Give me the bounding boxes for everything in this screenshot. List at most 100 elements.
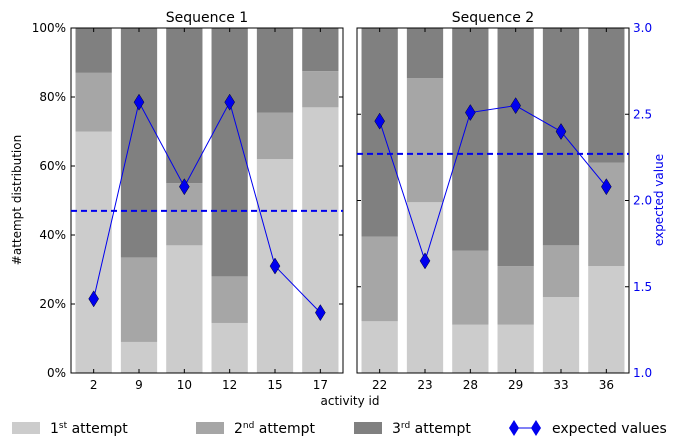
- y-tick-label-left: 20%: [39, 297, 66, 311]
- panel-2-plot: 22 23 28 29 33 36 1.0 1.5 2.0 2.5 3.0: [356, 21, 652, 392]
- bar-segment-attempt1: [406, 202, 444, 373]
- expected-values-line: [379, 105, 607, 263]
- y-axis-label-left: #attempt distribution: [10, 135, 24, 265]
- panel-1-plot: 2 9 10 12 15 17 0% 20% 40% 60% 80% 100%: [32, 21, 344, 392]
- bar-segment-attempt1: [361, 321, 398, 373]
- x-axis-label: activity id: [321, 394, 380, 408]
- legend-label-base: 1: [50, 421, 59, 437]
- legend-label: 1st attempt: [50, 421, 128, 437]
- bar-segment-attempt2: [497, 266, 534, 325]
- bar-segment-attempt1: [166, 245, 203, 373]
- x-tick-label: 28: [463, 378, 478, 392]
- expected-value-marker: [179, 178, 190, 196]
- bar-segment-attempt3: [211, 28, 248, 277]
- bar-segment-attempt3: [75, 28, 112, 73]
- bar-segment-attempt3: [452, 28, 489, 251]
- legend-label: 2nd attempt: [234, 421, 315, 437]
- bar-segment-attempt3: [120, 28, 158, 258]
- expected-value-marker: [315, 304, 326, 322]
- legend-marker-expected: [509, 420, 519, 436]
- x-tick-label: 33: [553, 378, 568, 392]
- legend-label-sup: st: [59, 421, 68, 431]
- bar-segment-attempt1: [497, 324, 534, 373]
- legend-label-sup: nd: [243, 421, 254, 431]
- expected-value-marker: [465, 104, 476, 121]
- y-tick-label-left: 100%: [32, 21, 66, 35]
- legend-label-base: 2: [234, 421, 243, 437]
- legend-item-1: 1st attempt: [12, 421, 128, 437]
- x-tick-label: 15: [267, 378, 282, 392]
- legend-item-3: 3rd attempt: [354, 421, 471, 437]
- bar-segment-attempt1: [542, 297, 580, 373]
- x-tick-label: 10: [177, 378, 192, 392]
- y-tick-label-left: 0%: [47, 366, 66, 380]
- expected-values-line: [93, 100, 321, 313]
- expected-value-marker: [88, 290, 99, 308]
- x-tick-label: 22: [372, 378, 387, 392]
- bar-segment-attempt3: [497, 28, 534, 267]
- bar-segment-attempt3: [361, 28, 398, 237]
- y-axis-label-right: expected value: [652, 154, 666, 246]
- bar-segment-attempt1: [211, 322, 248, 373]
- legend-swatch-attempt2: [196, 422, 224, 434]
- bar-segment-attempt1: [120, 341, 158, 373]
- panel-sequence-2: Sequence 2: [452, 10, 534, 26]
- y-tick-label-right: 1.5: [633, 280, 652, 294]
- bar-segment-attempt2: [588, 162, 625, 267]
- legend-marker-expected: [531, 420, 541, 436]
- y-tick-label-right: 1.0: [633, 366, 652, 380]
- panel-title-sequence-1: Sequence 1: [166, 10, 248, 26]
- expected-value-marker: [555, 123, 567, 140]
- bar-segment-attempt3: [302, 28, 339, 72]
- bar-segment-attempt3: [256, 28, 294, 113]
- x-tick-label: 36: [599, 378, 614, 392]
- plot-frame: [70, 27, 344, 374]
- panel-title-sequence-2: Sequence 2: [452, 10, 534, 26]
- y-tick-label-left: 40%: [39, 228, 66, 242]
- y-tick-label-right: 3.0: [633, 21, 652, 35]
- legend-item-2: 2nd attempt: [196, 421, 315, 437]
- legend-label-rest: attempt: [254, 421, 315, 437]
- y-tick-label-left: 80%: [39, 90, 66, 104]
- legend-item-4: expected values: [509, 420, 667, 437]
- y-tick-label-right: 2.0: [633, 194, 652, 208]
- bar-segment-attempt2: [452, 250, 489, 325]
- y-tick-label-left: 60%: [39, 159, 66, 173]
- legend-label: 3rd attempt: [392, 421, 471, 437]
- bar-segment-attempt2: [542, 245, 580, 298]
- legend-label-rest: attempt: [67, 421, 128, 437]
- bar-segment-attempt2: [120, 257, 158, 342]
- bar-segment-attempt2: [302, 71, 339, 108]
- bar-segment-attempt3: [406, 28, 444, 79]
- legend-label-rest: attempt: [410, 421, 471, 437]
- x-tick-label: 17: [313, 378, 328, 392]
- expected-value-marker: [510, 97, 521, 115]
- bar-segment-attempt3: [166, 28, 203, 184]
- bar-segment-attempt2: [406, 78, 444, 203]
- bar-segment-attempt2: [75, 72, 112, 132]
- bar-segment-attempt3: [588, 28, 625, 163]
- x-tick-label: 2: [90, 378, 98, 392]
- bar-segment-attempt1: [452, 324, 489, 373]
- expected-value-marker: [374, 112, 385, 130]
- expected-value-marker: [419, 252, 431, 270]
- bar-segment-attempt2: [361, 236, 398, 322]
- y-tick-label-right: 2.5: [633, 107, 652, 121]
- plot-layer: 2 9 10 12 15 170%20%40%60%80%100%22 23 28 29 33 36…: [32, 21, 652, 392]
- bar-segment-attempt1: [302, 107, 339, 373]
- x-tick-label: 12: [222, 378, 237, 392]
- legend-label-base: 3: [392, 421, 401, 437]
- legend-label-base: expected values: [552, 421, 667, 437]
- expected-value-marker: [224, 93, 235, 111]
- expected-value-marker: [133, 93, 145, 111]
- legend-label-sup: rd: [401, 421, 410, 431]
- panel-sequence-1: Sequence 1: [166, 10, 248, 26]
- legend-swatch-attempt1: [12, 422, 40, 434]
- legend-swatch-attempt3: [354, 422, 382, 434]
- x-tick-label: 29: [508, 378, 523, 392]
- expected-value-marker: [269, 257, 281, 275]
- legend-label: expected values: [552, 421, 667, 437]
- bar-segment-attempt1: [588, 266, 625, 373]
- bar-segment-attempt1: [75, 131, 112, 373]
